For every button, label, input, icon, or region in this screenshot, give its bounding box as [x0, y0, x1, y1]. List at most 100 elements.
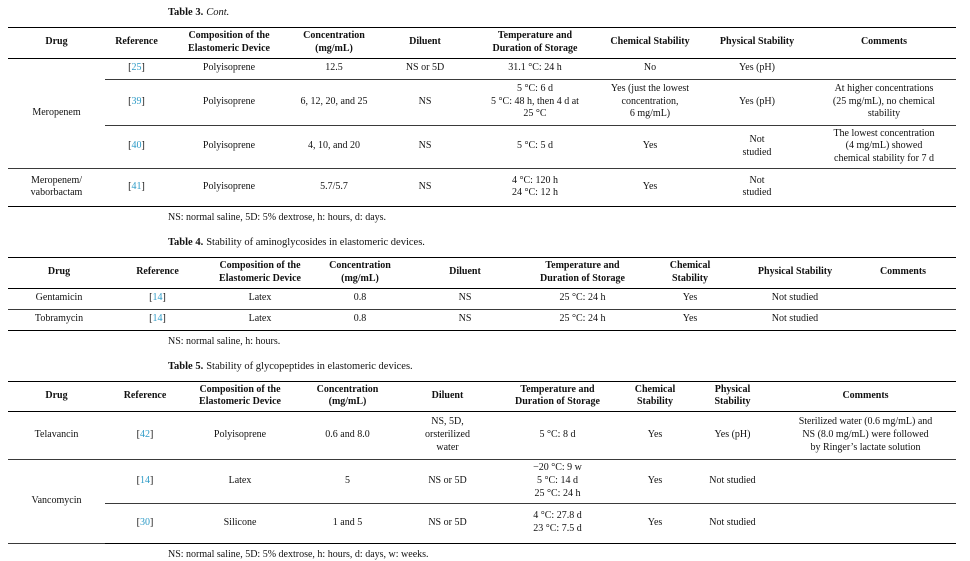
bracket: [ [128, 140, 132, 152]
column-header-chemical-stability: Chemical Stability [598, 27, 702, 59]
citation-link[interactable]: 42 [140, 429, 150, 441]
chemical-stability-cell: Yes [640, 288, 740, 310]
concentration-cell: 6, 12, 20, and 25 [290, 79, 378, 126]
reference-cell: [30] [105, 503, 185, 543]
column-header-composition: Composition of the Elastomeric Device [205, 257, 315, 289]
composition-cell: Latex [248, 313, 272, 325]
table-row-vancomycin-30: [30] Silicone 1 and 5 NS or 5D 4 °C: 27.… [8, 503, 956, 543]
physical-stability-cell: Not studied [690, 459, 775, 504]
concentration-cell: 4, 10, and 20 [290, 125, 378, 169]
citation-link[interactable]: 40 [131, 140, 142, 152]
column-header-chemical-stability: Chemical Stability [640, 257, 740, 289]
column-header-drug: Drug [8, 381, 105, 413]
bracket: [ [128, 62, 132, 74]
chemical-stability-cell: Yes [682, 313, 698, 325]
comments-cell: At higher concentrations (25 mg/mL), no … [812, 79, 956, 126]
column-header-comments: Comments [775, 381, 956, 413]
table4-caption: Table 4. Stability of aminoglycosides in … [168, 236, 956, 249]
comments-cell: The lowest concentration (4 mg/mL) showe… [812, 125, 956, 169]
drug-cell: Gentamicin [8, 288, 110, 310]
bracket: ] [150, 516, 154, 528]
chemical-stability-cell: Yes [647, 516, 663, 528]
column-header-storage: Temperature and Duration of Storage [525, 257, 640, 289]
table3-caption-cont: Cont. [206, 7, 230, 18]
table5-stability-glycopeptides: Drug Reference Composition of the Elasto… [8, 380, 956, 544]
citation-link[interactable]: 25 [131, 62, 142, 74]
drug-group-cell: Meropenem [8, 58, 105, 169]
drug-cell: Telavancin [8, 411, 105, 461]
concentration-cell: 1 and 5 [332, 516, 363, 528]
reference-cell: [39] [105, 79, 168, 126]
storage-cell: 5 °C: 8 d [495, 411, 620, 461]
reference-cell: [41] [105, 168, 168, 206]
column-header-reference: Reference [105, 381, 185, 413]
reference-cell: [40] [105, 125, 168, 169]
composition-cell: Latex [185, 459, 295, 504]
table3-caption: Table 3. Cont. [168, 6, 956, 19]
table5-footnote: NS: normal saline, 5D: 5% dextrose, h: h… [168, 548, 429, 560]
diluent-cell: NS or 5D [428, 516, 467, 528]
column-header-reference: Reference [110, 257, 205, 289]
storage-cell: 25 °C: 24 h [525, 288, 640, 310]
diluent-cell: NS or 5D [400, 459, 495, 504]
composition-cell: Polyisoprene [168, 79, 290, 126]
table4-footnote: NS: normal saline, h: hours. [168, 335, 281, 347]
table-row-gentamicin: Gentamicin [14] Latex 0.8 NS 25 °C: 24 h… [8, 288, 956, 310]
bracket: [ [136, 474, 140, 486]
chemical-stability-cell: Yes [620, 411, 690, 461]
composition-cell: Polyisoprene [168, 58, 290, 80]
physical-stability-cell: Not studied [771, 313, 819, 325]
table4-caption-text: Stability of aminoglycosides in elastome… [206, 236, 425, 248]
concentration-cell: 0.8 [315, 288, 405, 310]
table5-header-row: Drug Reference Composition of the Elasto… [8, 381, 956, 413]
storage-cell: 25 °C: 24 h [559, 313, 606, 325]
physical-stability-cell: Yes (pH) [702, 79, 812, 126]
table3-footnote: NS: normal saline, 5D: 5% dextrose, h: h… [168, 211, 387, 223]
concentration-cell: 5.7/5.7 [320, 181, 348, 193]
column-header-composition: Composition of the Elastomeric Device [185, 381, 295, 413]
column-header-physical-stability: Physical Stability [690, 381, 775, 413]
physical-stability-cell: Not studied [702, 125, 812, 169]
bracket: ] [141, 181, 145, 193]
citation-link[interactable]: 41 [131, 181, 142, 193]
column-header-diluent: Diluent [378, 27, 472, 59]
table-row-meropenem-39: [39] Polyisoprene 6, 12, 20, and 25 NS 5… [8, 79, 956, 126]
drug-cell: Tobramycin [34, 313, 84, 325]
diluent-cell: NS [378, 125, 472, 169]
citation-link[interactable]: 14 [152, 292, 163, 304]
bracket: ] [162, 313, 166, 325]
column-header-physical-stability: Physical Stability [702, 27, 812, 59]
column-header-physical-stability: Physical Stability [740, 257, 850, 289]
physical-stability-cell: Not studied [740, 288, 850, 310]
citation-link[interactable]: 14 [140, 474, 150, 486]
bracket: ] [162, 292, 166, 304]
bracket: ] [150, 429, 154, 441]
bracket: [ [136, 429, 140, 441]
reference-cell: [14] [110, 309, 205, 330]
reference-cell: [42] [105, 411, 185, 461]
reference-cell: [25] [105, 58, 168, 80]
concentration-cell: 5 [295, 459, 400, 504]
table5-caption: Table 5. Stability of glycopeptides in el… [168, 360, 956, 373]
citation-link[interactable]: 30 [140, 516, 150, 528]
table-row-meropenem-vaborbactam-41: Meropenem/ vaborbactam [41] Polyisoprene… [8, 168, 956, 206]
drug-group-cell: Vancomycin [8, 459, 105, 544]
column-header-drug: Drug [8, 257, 110, 289]
storage-cell: 4 °C: 120 h 24 °C: 12 h [512, 174, 558, 199]
bracket: ] [141, 95, 145, 107]
column-header-composition: Composition of the Elastomeric Device [168, 27, 290, 59]
diluent-cell: NS [458, 313, 472, 325]
citation-link[interactable]: 39 [131, 95, 142, 107]
diluent-cell: NS [418, 181, 432, 193]
chemical-stability-cell: Yes [620, 459, 690, 504]
table-row-tobramycin: Tobramycin [14] Latex 0.8 NS 25 °C: 24 h… [8, 309, 956, 330]
storage-cell: 5 °C: 5 d [472, 125, 598, 169]
citation-link[interactable]: 14 [152, 313, 163, 325]
column-header-concentration: Concentration (mg/mL) [290, 27, 378, 59]
bracket: [ [149, 313, 153, 325]
bracket: [ [128, 95, 132, 107]
table3-caption-label: Table 3. [168, 7, 204, 18]
table3-stability-carbapenems: Drug Reference Composition of the Elasto… [8, 27, 956, 207]
bracket: ] [141, 62, 145, 74]
concentration-cell: 0.6 and 8.0 [295, 411, 400, 461]
